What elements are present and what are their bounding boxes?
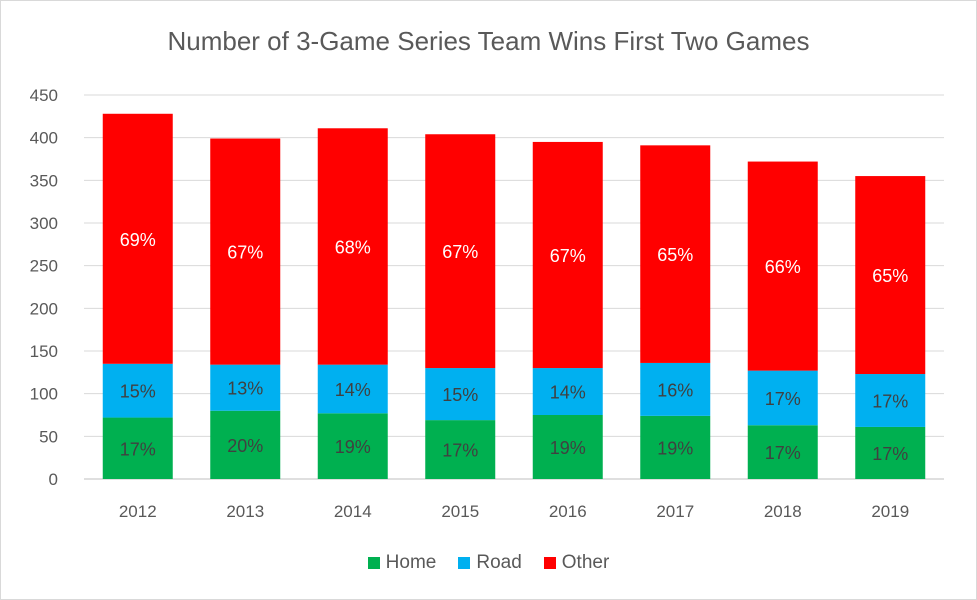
data-label-other-2013: 67% [227, 243, 263, 263]
legend-item-other: Other [543, 552, 610, 574]
data-label-road-2012: 15% [120, 382, 156, 402]
bar-road-2014 [317, 364, 388, 414]
legend-swatch [367, 557, 380, 569]
bar-other-2012 [102, 113, 173, 364]
x-tick-label: 2018 [764, 502, 802, 521]
bar-home-2016 [532, 415, 603, 479]
legend-swatch [543, 557, 556, 569]
x-tick-label: 2016 [549, 502, 587, 521]
y-tick-label: 150 [30, 342, 58, 361]
y-tick-label: 250 [30, 257, 58, 276]
legend-item-road: Road [458, 552, 522, 574]
legend-label: Road [476, 552, 522, 573]
data-label-home-2013: 20% [227, 436, 263, 456]
bar-other-2014 [317, 128, 388, 365]
bar-road-2013 [210, 364, 281, 411]
bar-road-2017 [640, 362, 711, 416]
data-label-road-2017: 16% [657, 380, 693, 400]
y-tick-label: 450 [30, 86, 58, 105]
bar-other-2019 [855, 176, 926, 375]
data-label-other-2016: 67% [550, 246, 586, 266]
data-label-home-2017: 19% [657, 438, 693, 458]
bar-other-2013 [210, 138, 281, 365]
data-label-other-2014: 68% [335, 237, 371, 257]
x-tick-label: 2014 [334, 502, 372, 521]
bar-road-2018 [747, 370, 818, 426]
legend-item-home: Home [367, 552, 437, 574]
x-tick-label: 2013 [226, 502, 264, 521]
bar-home-2018 [747, 425, 818, 479]
bar-home-2012 [102, 417, 173, 479]
bar-home-2013 [210, 410, 281, 479]
bar-other-2015 [425, 134, 496, 369]
bar-home-2017 [640, 415, 711, 479]
bar-other-2017 [640, 145, 711, 363]
x-tick-label: 2012 [119, 502, 157, 521]
data-label-other-2019: 65% [872, 266, 908, 286]
data-label-home-2012: 17% [120, 439, 156, 459]
bar-road-2012 [102, 363, 173, 418]
data-label-home-2015: 17% [442, 441, 478, 461]
bar-road-2015 [425, 368, 496, 421]
x-tick-label: 2017 [656, 502, 694, 521]
legend-swatch [458, 557, 471, 569]
bar-road-2016 [532, 368, 603, 415]
data-label-other-2017: 65% [657, 245, 693, 265]
data-label-other-2012: 69% [120, 230, 156, 250]
data-label-other-2015: 67% [442, 242, 478, 262]
data-label-road-2014: 14% [335, 380, 371, 400]
y-tick-label: 0 [49, 470, 58, 489]
data-label-home-2019: 17% [872, 444, 908, 464]
data-label-road-2013: 13% [227, 379, 263, 399]
bar-home-2015 [425, 420, 496, 479]
data-label-road-2019: 17% [872, 391, 908, 411]
legend-label: Other [561, 552, 610, 573]
bar-home-2014 [317, 413, 388, 479]
data-label-home-2018: 17% [765, 443, 801, 463]
x-tick-label: 2015 [441, 502, 479, 521]
data-label-home-2016: 19% [550, 438, 586, 458]
y-tick-label: 50 [39, 427, 58, 446]
chart-legend: Home Road Other [0, 552, 977, 574]
bar-home-2019 [855, 426, 926, 479]
x-tick-label: 2019 [871, 502, 909, 521]
bar-road-2019 [855, 374, 926, 427]
bar-other-2018 [747, 161, 818, 371]
data-label-road-2015: 15% [442, 385, 478, 405]
y-tick-label: 350 [30, 171, 58, 190]
chart-title: Number of 3-Game Series Team Wins First … [167, 26, 810, 56]
data-label-road-2016: 14% [550, 383, 586, 403]
y-tick-label: 100 [30, 385, 58, 404]
legend-label: Home [385, 552, 437, 573]
y-tick-label: 200 [30, 299, 58, 318]
data-label-road-2018: 17% [765, 389, 801, 409]
y-tick-label: 400 [30, 129, 58, 148]
data-label-home-2014: 19% [335, 437, 371, 457]
bar-other-2016 [532, 141, 603, 369]
y-tick-label: 300 [30, 214, 58, 233]
data-label-other-2018: 66% [765, 257, 801, 277]
